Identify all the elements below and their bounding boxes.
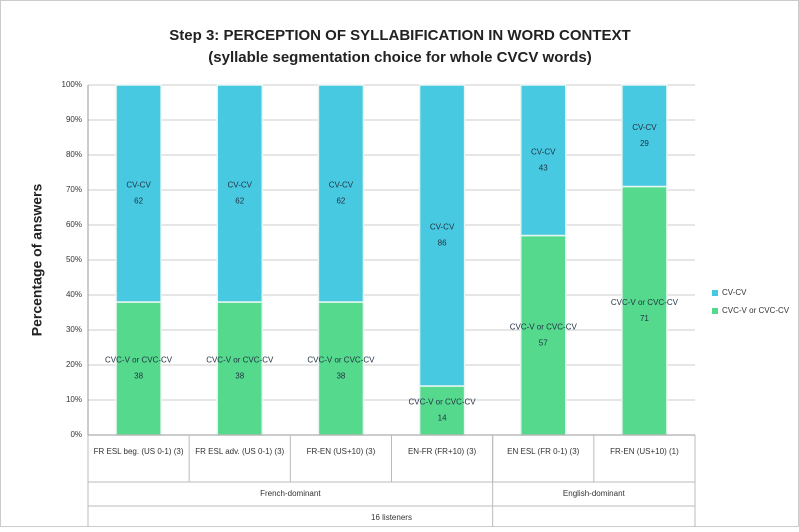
data-label: 62 xyxy=(235,197,244,206)
bar-segment xyxy=(216,84,263,303)
chart-title: Step 3: PERCEPTION OF SYLLABIFICATION IN… xyxy=(169,27,630,44)
y-tick-label: 50% xyxy=(66,255,82,264)
data-label-name: CV-CV xyxy=(126,181,151,190)
bar-segment xyxy=(520,84,567,237)
data-label: 43 xyxy=(539,163,548,172)
data-label: 57 xyxy=(539,338,548,347)
legend-label: CVC-V or CVC-CV xyxy=(722,306,790,315)
data-label-name: CV-CV xyxy=(228,181,253,190)
legend-label: CV-CV xyxy=(722,288,747,297)
legend-swatch xyxy=(712,290,718,296)
data-label-name: CV-CV xyxy=(531,147,556,156)
y-tick-label: 20% xyxy=(66,360,82,369)
data-label: 14 xyxy=(438,414,447,423)
x-axis-label: 16 listeners xyxy=(371,513,412,522)
data-label-name: CV-CV xyxy=(430,223,455,232)
bar-segment xyxy=(520,234,567,436)
data-label: 62 xyxy=(336,197,345,206)
data-label-name: CVC-V or CVC-CV xyxy=(105,356,173,365)
data-label: 38 xyxy=(336,372,345,381)
bar-segment xyxy=(621,84,668,188)
chart-subtitle: (syllable segmentation choice for whole … xyxy=(208,49,591,66)
data-label-name: CVC-V or CVC-CV xyxy=(510,322,578,331)
x-tick-label: EN-FR (FR+10) (3) xyxy=(408,447,477,456)
y-tick-label: 0% xyxy=(70,430,82,439)
legend-swatch xyxy=(712,308,718,314)
bar-segment xyxy=(115,84,162,303)
group-label: English-dominant xyxy=(563,489,626,498)
x-tick-label: EN ESL (FR 0-1) (3) xyxy=(507,447,579,456)
bar-segment xyxy=(115,301,162,436)
bar-segment xyxy=(621,185,668,436)
data-label-name: CVC-V or CVC-CV xyxy=(307,356,375,365)
x-tick-label: FR-EN (US+10) (3) xyxy=(307,447,376,456)
x-tick-label: FR ESL adv. (US 0-1) (3) xyxy=(195,447,284,456)
data-label-name: CV-CV xyxy=(329,181,354,190)
data-label: 71 xyxy=(640,314,649,323)
y-tick-label: 80% xyxy=(66,150,82,159)
data-label-name: CVC-V or CVC-CV xyxy=(206,356,274,365)
bar-segment xyxy=(317,84,365,303)
data-label: 86 xyxy=(438,239,447,248)
data-label-name: CV-CV xyxy=(632,123,657,132)
y-tick-label: 90% xyxy=(66,115,82,124)
x-tick-label: FR ESL beg. (US 0-1) (3) xyxy=(94,447,184,456)
data-label: 38 xyxy=(134,372,143,381)
y-tick-label: 100% xyxy=(62,80,82,89)
bar-segment xyxy=(317,301,365,436)
data-label: 38 xyxy=(235,372,244,381)
data-label-name: CVC-V or CVC-CV xyxy=(611,298,679,307)
x-tick-label: FR-EN (US+10) (1) xyxy=(610,447,679,456)
bar-segment xyxy=(418,385,466,436)
y-tick-label: 70% xyxy=(66,185,82,194)
group-label: French-dominant xyxy=(260,489,321,498)
y-tick-label: 40% xyxy=(66,290,82,299)
y-tick-label: 10% xyxy=(66,395,82,404)
bar-segment xyxy=(216,301,263,436)
data-label: 62 xyxy=(134,197,143,206)
data-label-name: CVC-V or CVC-CV xyxy=(409,398,477,407)
data-label: 29 xyxy=(640,139,649,148)
y-tick-label: 30% xyxy=(66,325,82,334)
bar-segment xyxy=(418,84,466,387)
y-tick-label: 60% xyxy=(66,220,82,229)
y-axis-label: Percentage of answers xyxy=(29,184,45,337)
